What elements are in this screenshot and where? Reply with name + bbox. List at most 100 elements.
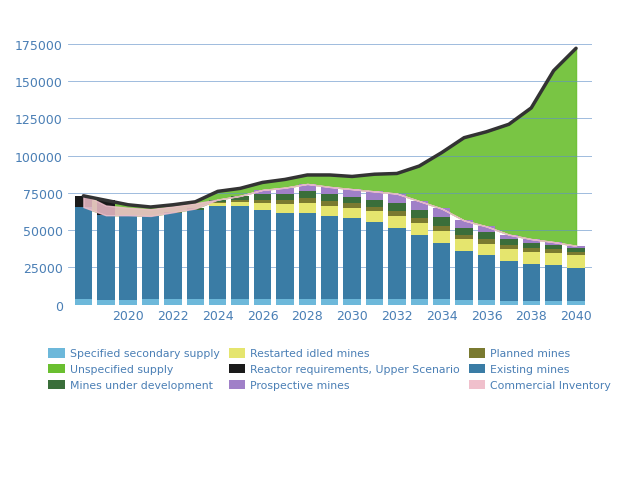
Bar bbox=[276, 205, 294, 213]
Bar bbox=[477, 256, 495, 301]
Bar bbox=[299, 213, 316, 300]
Bar bbox=[522, 252, 540, 264]
Bar bbox=[522, 248, 540, 252]
Bar bbox=[276, 194, 294, 201]
Bar bbox=[477, 233, 495, 240]
Bar bbox=[545, 242, 563, 245]
Bar bbox=[477, 244, 495, 256]
Bar bbox=[97, 301, 115, 305]
Bar bbox=[209, 202, 227, 204]
Bar bbox=[500, 249, 518, 261]
Bar bbox=[433, 209, 451, 218]
Bar bbox=[344, 197, 361, 204]
Legend: Specified secondary supply, Unspecified supply, Mines under development, Restart: Specified secondary supply, Unspecified … bbox=[49, 348, 611, 391]
Bar bbox=[388, 300, 406, 305]
Bar bbox=[522, 264, 540, 301]
Bar bbox=[567, 246, 585, 248]
Bar bbox=[366, 212, 383, 223]
Bar bbox=[477, 227, 495, 233]
Bar bbox=[321, 216, 339, 300]
Bar bbox=[433, 243, 451, 300]
Bar bbox=[120, 216, 137, 301]
Bar bbox=[366, 223, 383, 300]
Bar bbox=[567, 269, 585, 301]
Bar bbox=[410, 202, 428, 211]
Bar bbox=[366, 208, 383, 212]
Bar bbox=[366, 300, 383, 305]
Bar bbox=[187, 300, 204, 305]
Bar bbox=[164, 300, 182, 305]
Bar bbox=[75, 208, 92, 300]
Bar bbox=[321, 202, 339, 206]
Bar bbox=[254, 211, 271, 300]
Bar bbox=[187, 209, 204, 211]
Bar bbox=[545, 301, 563, 305]
Bar bbox=[455, 240, 473, 252]
Bar bbox=[388, 212, 406, 216]
Bar bbox=[232, 207, 249, 299]
Bar bbox=[299, 192, 316, 198]
Bar bbox=[232, 200, 249, 202]
Bar bbox=[522, 301, 540, 305]
Bar bbox=[321, 195, 339, 202]
Bar bbox=[366, 201, 383, 208]
Bar bbox=[545, 266, 563, 301]
Bar bbox=[455, 228, 473, 235]
Bar bbox=[567, 301, 585, 305]
Bar bbox=[232, 197, 249, 200]
Bar bbox=[344, 219, 361, 299]
Bar bbox=[500, 245, 518, 249]
Bar bbox=[500, 301, 518, 305]
Bar bbox=[477, 301, 495, 305]
Bar bbox=[545, 245, 563, 250]
Bar bbox=[142, 300, 159, 305]
Bar bbox=[209, 204, 227, 207]
Bar bbox=[232, 202, 249, 207]
Bar bbox=[276, 213, 294, 300]
Bar bbox=[455, 235, 473, 240]
Bar bbox=[254, 200, 271, 203]
Bar bbox=[321, 300, 339, 305]
Bar bbox=[344, 204, 361, 208]
Bar bbox=[232, 299, 249, 305]
Bar bbox=[254, 203, 271, 211]
Bar bbox=[97, 216, 115, 301]
Bar bbox=[344, 299, 361, 305]
Bar bbox=[142, 216, 159, 300]
Bar bbox=[276, 300, 294, 305]
Bar bbox=[254, 191, 271, 195]
Bar bbox=[545, 250, 563, 254]
Bar bbox=[433, 231, 451, 243]
Bar bbox=[433, 218, 451, 226]
Bar bbox=[388, 194, 406, 203]
Bar bbox=[545, 254, 563, 266]
Bar bbox=[522, 243, 540, 248]
Bar bbox=[75, 300, 92, 305]
Bar bbox=[299, 300, 316, 305]
Bar bbox=[321, 187, 339, 195]
Bar bbox=[75, 197, 92, 305]
Bar bbox=[410, 300, 428, 305]
Bar bbox=[433, 300, 451, 305]
Bar bbox=[344, 208, 361, 219]
Bar bbox=[433, 226, 451, 231]
Bar bbox=[410, 224, 428, 236]
Bar bbox=[388, 216, 406, 228]
Bar bbox=[97, 201, 115, 305]
Bar bbox=[567, 252, 585, 255]
Bar bbox=[567, 248, 585, 252]
Bar bbox=[410, 219, 428, 224]
Bar bbox=[209, 200, 227, 202]
Bar bbox=[455, 252, 473, 301]
Bar bbox=[276, 201, 294, 205]
Bar bbox=[455, 221, 473, 228]
Bar bbox=[321, 206, 339, 216]
Bar bbox=[187, 211, 204, 300]
Bar bbox=[522, 240, 540, 243]
Bar bbox=[254, 195, 271, 200]
Bar bbox=[500, 235, 518, 240]
Bar bbox=[344, 190, 361, 197]
Bar bbox=[209, 299, 227, 305]
Bar bbox=[299, 184, 316, 192]
Bar bbox=[164, 213, 182, 300]
